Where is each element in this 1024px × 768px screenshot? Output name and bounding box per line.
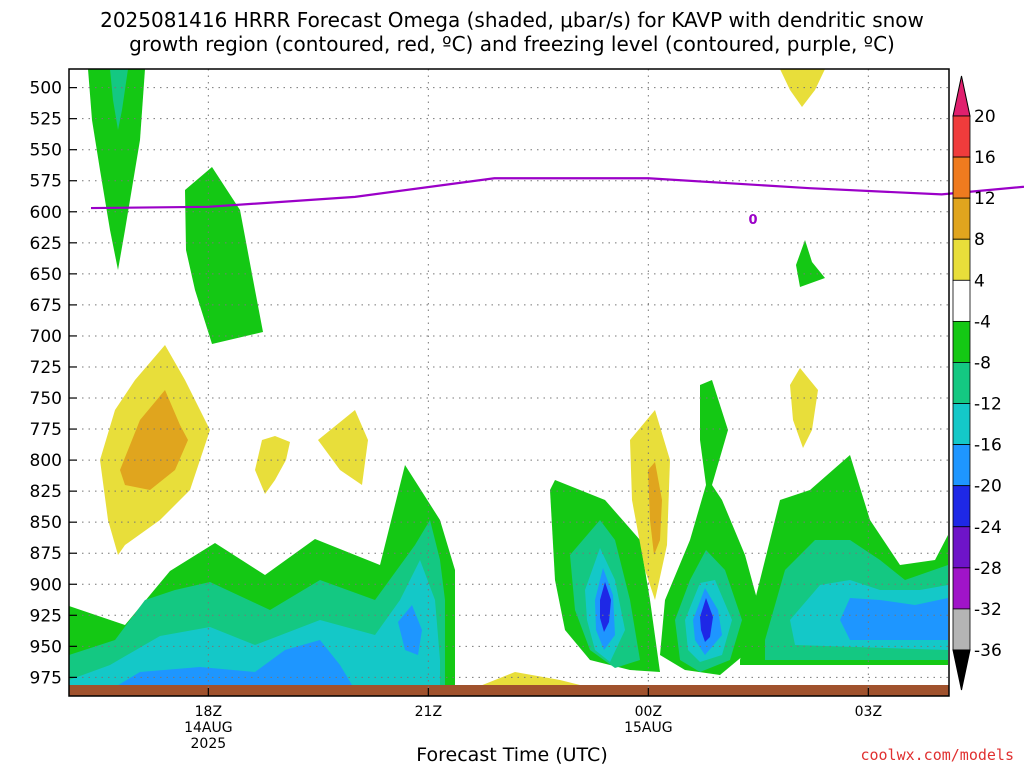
y-tick-label: 800 bbox=[30, 451, 62, 471]
colorbar-swatch bbox=[952, 403, 971, 446]
freezing-level-line bbox=[90, 177, 1024, 210]
colorbar-label: -24 bbox=[974, 518, 1002, 538]
colorbar-label: 8 bbox=[974, 230, 985, 250]
y-tick-label: 575 bbox=[30, 172, 62, 192]
colorbar: 20 16 12 8 4 -4 -8 -12 -16 -20 -24 -28 -32 -36 bbox=[952, 75, 1002, 691]
omega-region-yellow bbox=[790, 368, 818, 448]
x-tick-label: 03Z bbox=[855, 704, 882, 720]
colorbar-swatch bbox=[952, 567, 971, 610]
omega-region-cyan bbox=[69, 560, 440, 690]
y-tick-label: 875 bbox=[30, 544, 62, 564]
omega-region-blue bbox=[110, 640, 355, 690]
omega-region-darkblue bbox=[700, 598, 713, 642]
title-line-2: growth region (contoured, red, ºC) and f… bbox=[129, 32, 895, 56]
x-tick-label: 18Z bbox=[195, 704, 222, 720]
omega-region-yellow bbox=[255, 436, 290, 494]
colorbar-top-arrow bbox=[952, 75, 971, 117]
colorbar-label: -16 bbox=[974, 436, 1002, 456]
omega-field bbox=[69, 69, 949, 696]
chart-title: 2025081416 HRRR Forecast Omega (shaded, … bbox=[0, 8, 1024, 56]
x-tick-year: 2025 bbox=[191, 736, 227, 752]
omega-region-green bbox=[88, 69, 145, 270]
omega-region-blue bbox=[840, 598, 948, 640]
gridlines bbox=[69, 69, 949, 696]
colorbar-bottom-arrow bbox=[952, 649, 971, 691]
x-axis: 18Z14AUG202521Z00Z15AUG03Z06Z09Z bbox=[184, 688, 882, 752]
omega-region-green bbox=[185, 167, 263, 344]
x-tick-label: 21Z bbox=[415, 704, 442, 720]
y-tick-label: 675 bbox=[30, 296, 62, 316]
omega-region-yellow bbox=[780, 69, 825, 107]
colorbar-label: 4 bbox=[974, 271, 985, 291]
y-tick-label: 950 bbox=[30, 637, 62, 657]
y-tick-label: 925 bbox=[30, 606, 62, 626]
colorbar-swatch bbox=[952, 156, 971, 199]
colorbar-swatch bbox=[952, 279, 971, 322]
omega-region-darkblue bbox=[600, 582, 611, 632]
freezing-level-label-bg bbox=[747, 212, 759, 226]
colorbar-label: -20 bbox=[974, 477, 1002, 497]
y-axis: 500 525 550 575 600 625 650 675 700 725 750 775 800 8… bbox=[30, 79, 77, 688]
colorbar-swatch bbox=[952, 444, 971, 487]
freezing-level-label: 0 bbox=[748, 213, 757, 228]
y-tick-label: 650 bbox=[30, 265, 62, 285]
colorbar-swatch bbox=[952, 115, 971, 158]
colorbar-label: -12 bbox=[974, 395, 1002, 415]
colorbar-label: -28 bbox=[974, 559, 1002, 579]
plot-frame bbox=[68, 68, 950, 697]
colorbar-label: -36 bbox=[974, 641, 1002, 661]
colorbar-swatch bbox=[952, 485, 971, 528]
colorbar-swatch bbox=[952, 320, 971, 363]
x-tick-label: 00Z bbox=[635, 704, 662, 720]
y-tick-label: 975 bbox=[30, 668, 62, 688]
y-tick-label: 525 bbox=[30, 110, 62, 130]
y-tick-label: 725 bbox=[30, 358, 62, 378]
y-tick-label: 750 bbox=[30, 389, 62, 409]
y-tick-label: 550 bbox=[30, 141, 62, 161]
omega-region-yellow bbox=[318, 410, 368, 485]
colorbar-label: 12 bbox=[974, 189, 996, 209]
title-line-1: 2025081416 HRRR Forecast Omega (shaded, … bbox=[100, 8, 924, 32]
colorbar-swatch bbox=[952, 362, 971, 404]
colorbar-swatch bbox=[952, 608, 971, 651]
omega-region-blue bbox=[398, 605, 422, 655]
colorbar-label: -32 bbox=[974, 600, 1002, 620]
y-tick-label: 825 bbox=[30, 482, 62, 502]
y-tick-label: 850 bbox=[30, 513, 62, 533]
x-tick-date: 14AUG bbox=[184, 720, 233, 736]
omega-region-orange bbox=[120, 390, 188, 490]
colorbar-swatch bbox=[952, 197, 971, 240]
x-tick-date: 15AUG bbox=[624, 720, 673, 736]
y-tick-label: 700 bbox=[30, 327, 62, 347]
colorbar-label: 20 bbox=[974, 107, 996, 127]
x-axis-label: Forecast Time (UTC) bbox=[416, 744, 608, 766]
colorbar-swatch bbox=[952, 526, 971, 569]
y-tick-label: 625 bbox=[30, 234, 62, 254]
y-tick-label: 900 bbox=[30, 575, 62, 595]
credit-text[interactable]: coolwx.com/models bbox=[860, 746, 1014, 764]
colorbar-label: -8 bbox=[974, 353, 991, 373]
y-tick-label: 775 bbox=[30, 420, 62, 440]
surface-ground bbox=[69, 685, 949, 696]
y-tick-label: 500 bbox=[30, 79, 62, 99]
colorbar-label: -4 bbox=[974, 312, 991, 332]
colorbar-label: 16 bbox=[974, 148, 996, 168]
omega-region-orange bbox=[648, 462, 662, 555]
omega-region-green bbox=[796, 240, 825, 287]
y-tick-label: 600 bbox=[30, 203, 62, 223]
omega-region-teal bbox=[110, 69, 128, 130]
colorbar-swatch bbox=[952, 238, 971, 281]
